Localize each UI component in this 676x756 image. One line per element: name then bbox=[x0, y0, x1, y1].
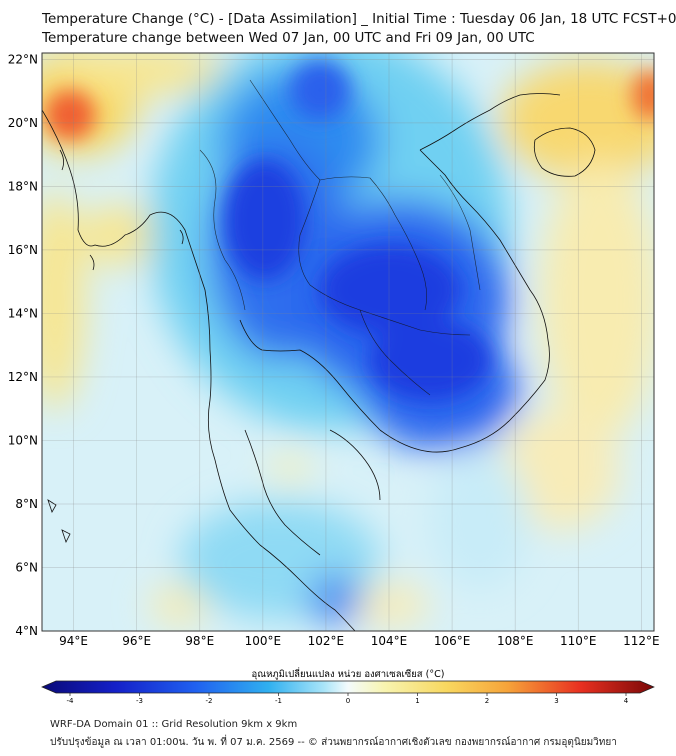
coastlines bbox=[42, 93, 596, 631]
colorbar-tick-label: -3 bbox=[136, 697, 143, 705]
lon-tick-label: 112°E bbox=[623, 634, 660, 648]
map-frame bbox=[41, 52, 655, 632]
lat-tick-label: 14°N bbox=[8, 306, 38, 320]
lon-tick-label: 94°E bbox=[59, 634, 88, 648]
lon-tick-label: 100°E bbox=[245, 634, 282, 648]
lon-tick-label: 104°E bbox=[371, 634, 408, 648]
temperature-field bbox=[42, 53, 654, 631]
colorbar-tick-label: 0 bbox=[346, 697, 350, 705]
colorbar-label: อุณหภูมิเปลี่ยนแปลง หน่วย องศาเซลเซียส (… bbox=[252, 667, 445, 680]
country-borders bbox=[199, 79, 481, 396]
lon-tick-label: 96°E bbox=[122, 634, 151, 648]
lat-tick-label: 16°N bbox=[8, 243, 38, 257]
longitude-labels: 94°E 96°E 98°E 100°E 102°E 104°E 106°E 108°E 110… bbox=[59, 634, 660, 648]
lat-tick-label: 12°N bbox=[8, 370, 38, 384]
colorbar-tick-label: -2 bbox=[206, 697, 213, 705]
colorbar-tick-label: -4 bbox=[67, 697, 75, 705]
lon-tick-label: 102°E bbox=[308, 634, 345, 648]
lon-tick-label: 110°E bbox=[560, 634, 597, 648]
lon-tick-label: 108°E bbox=[497, 634, 534, 648]
map-subtitle: Temperature change between Wed 07 Jan, 0… bbox=[42, 30, 535, 46]
colorbar-tick-label: -1 bbox=[275, 697, 282, 705]
colorbar-tick-label: 2 bbox=[485, 697, 489, 705]
lat-tick-label: 20°N bbox=[8, 116, 38, 130]
footer-update-info: ปรับปรุงข้อมูล ณ เวลา 01:00น. วัน พ. ที่… bbox=[50, 737, 617, 748]
colorbar bbox=[41, 680, 655, 694]
latitude-labels: 22°N 20°N 18°N 16°N 14°N 12°N 10°N 8°N 6°N 4°N bbox=[8, 52, 38, 638]
lat-tick-label: 4°N bbox=[15, 624, 38, 638]
colorbar-tick-label: 1 bbox=[415, 697, 419, 705]
colorbar-tick-label: 4 bbox=[624, 697, 629, 705]
lon-tick-label: 98°E bbox=[185, 634, 214, 648]
colorbar-ticks: -4 -3 -2 -1 0 1 2 3 4 bbox=[67, 693, 629, 705]
map-title: Temperature Change (°C) - [Data Assimila… bbox=[42, 11, 676, 27]
lat-tick-label: 6°N bbox=[15, 560, 38, 574]
lat-tick-label: 22°N bbox=[8, 52, 38, 66]
lon-tick-label: 106°E bbox=[434, 634, 471, 648]
colorbar-tick-label: 3 bbox=[554, 697, 558, 705]
lat-tick-label: 18°N bbox=[8, 179, 38, 193]
lat-tick-label: 8°N bbox=[15, 497, 38, 511]
footer-model-info: WRF-DA Domain 01 :: Grid Resolution 9km … bbox=[50, 719, 298, 730]
lat-tick-label: 10°N bbox=[8, 433, 38, 447]
